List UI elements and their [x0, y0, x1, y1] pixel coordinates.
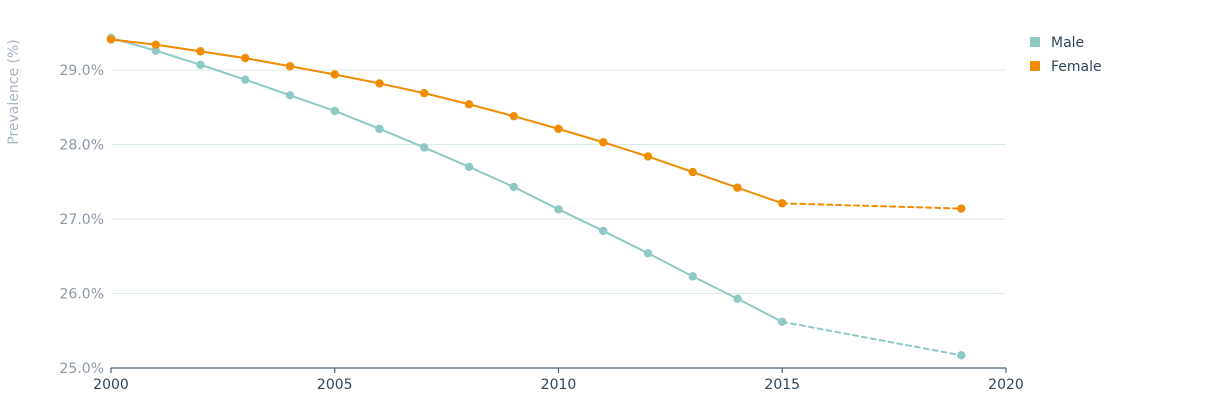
y-tick-label: 28.0% — [60, 138, 104, 154]
data-point-male — [464, 162, 474, 172]
data-point-male — [196, 60, 205, 69]
data-point-female — [778, 199, 787, 208]
data-point-female — [643, 152, 653, 161]
legend-swatch-male — [1030, 37, 1040, 47]
projection-line-female — [781, 202, 963, 210]
data-point-female — [599, 138, 608, 147]
y-tick-label: 29.0% — [60, 63, 104, 79]
data-point-female — [375, 79, 384, 88]
series-line-female — [110, 38, 784, 205]
data-point-male — [688, 272, 697, 281]
series-line-male — [110, 36, 784, 323]
data-point-female — [464, 100, 474, 109]
projection-point-male — [957, 351, 966, 360]
y-tick-label: 26.0% — [60, 287, 104, 303]
legend-label-female: Female — [1051, 59, 1102, 75]
legend-label-male: Male — [1051, 35, 1084, 51]
data-point-female — [330, 70, 339, 79]
data-point-female — [241, 53, 250, 63]
data-point-female — [151, 40, 160, 49]
projection-line-male — [781, 320, 963, 357]
y-tick-label: 25.0% — [60, 361, 104, 377]
data-point-male — [285, 91, 295, 100]
legend-swatch-female — [1030, 61, 1040, 71]
data-point-female — [554, 124, 563, 134]
axes: 25.0% 26.0% 27.0% 28.0% 29.0% 2000 2005 2010 201… — [6, 39, 1024, 393]
x-tick-label: 2020 — [988, 377, 1024, 393]
data-point-male — [241, 75, 250, 84]
data-point-female — [106, 35, 116, 44]
data-point-male — [375, 124, 384, 134]
data-point-female — [196, 47, 205, 56]
data-point-male — [554, 205, 563, 214]
data-point-male — [599, 226, 608, 236]
data-point-female — [733, 183, 742, 192]
series-female — [106, 35, 966, 213]
data-point-female — [688, 167, 697, 177]
series-layer — [106, 33, 966, 360]
y-tick-label: 27.0% — [60, 212, 104, 228]
data-point-male — [330, 106, 339, 116]
x-tick-label: 2005 — [317, 377, 353, 393]
data-point-female — [285, 62, 295, 71]
legend: Male Female — [1030, 35, 1102, 75]
x-tick-label: 2000 — [93, 377, 129, 393]
data-point-male — [733, 294, 742, 303]
data-point-male — [509, 182, 518, 192]
data-point-male — [778, 317, 787, 327]
data-point-female — [420, 88, 429, 98]
x-tick-label: 2015 — [764, 377, 800, 393]
data-point-male — [151, 46, 160, 55]
projection-point-female — [957, 204, 966, 213]
series-male — [106, 33, 966, 360]
y-axis-title: Prevalence (%) — [6, 39, 22, 145]
x-tick-label: 2010 — [541, 377, 577, 393]
data-point-male — [420, 143, 429, 152]
gridlines — [111, 69, 1006, 294]
data-point-female — [509, 111, 518, 121]
data-point-male — [643, 249, 653, 258]
